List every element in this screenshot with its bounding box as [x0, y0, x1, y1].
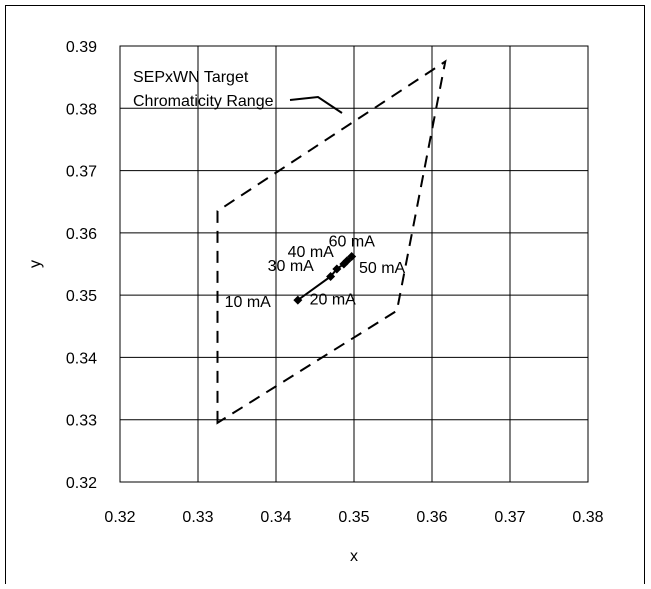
y-tick-labels: 0.32 0.33 0.34 0.35 0.36 0.37 0.38 0.39 — [66, 39, 97, 492]
x-tick-label: 0.32 — [104, 509, 135, 526]
data-point-label: 40 mA — [288, 244, 335, 261]
frame-right-border — [644, 5, 645, 584]
plot-border — [119, 45, 589, 483]
data-point-label: 20 mA — [310, 291, 357, 308]
x-tick-label: 0.33 — [182, 509, 213, 526]
x-tick-label: 0.35 — [338, 509, 369, 526]
data-point-marker — [332, 264, 342, 274]
y-tick-label: 0.32 — [66, 475, 97, 492]
data-point-marker — [293, 295, 303, 305]
data-point-label: 10 mA — [225, 294, 272, 311]
y-tick-label: 0.38 — [66, 101, 97, 118]
region-label-line1: SEPxWN Target — [133, 69, 249, 86]
x-tick-labels: 0.32 0.33 0.34 0.35 0.36 0.37 0.38 — [104, 509, 603, 526]
grid-lines — [119, 45, 589, 483]
data-point-label: 30 mA — [268, 258, 315, 275]
x-tick-label: 0.34 — [260, 509, 291, 526]
x-tick-label: 0.36 — [416, 509, 447, 526]
y-tick-label: 0.36 — [66, 226, 97, 243]
data-point-marker — [326, 271, 336, 281]
x-axis-label: x — [350, 548, 358, 565]
region-label-leader-line — [289, 95, 343, 114]
y-tick-label: 0.39 — [66, 39, 97, 56]
y-tick-label: 0.37 — [66, 164, 97, 181]
y-tick-label: 0.35 — [66, 288, 97, 305]
y-axis-label: y — [27, 260, 44, 268]
region-label-line2: Chromaticity Range — [133, 93, 274, 110]
data-point-marker — [347, 252, 357, 262]
target-chromaticity-region — [216, 59, 447, 425]
y-tick-label: 0.33 — [66, 413, 97, 430]
data-point-marker — [342, 256, 352, 266]
data-point-label: 60 mA — [329, 234, 376, 251]
y-tick-label: 0.34 — [66, 350, 97, 367]
data-point-label: 50 mA — [359, 260, 406, 277]
x-tick-label: 0.37 — [494, 509, 525, 526]
x-tick-label: 0.38 — [572, 509, 603, 526]
chart-frame — [5, 5, 645, 584]
